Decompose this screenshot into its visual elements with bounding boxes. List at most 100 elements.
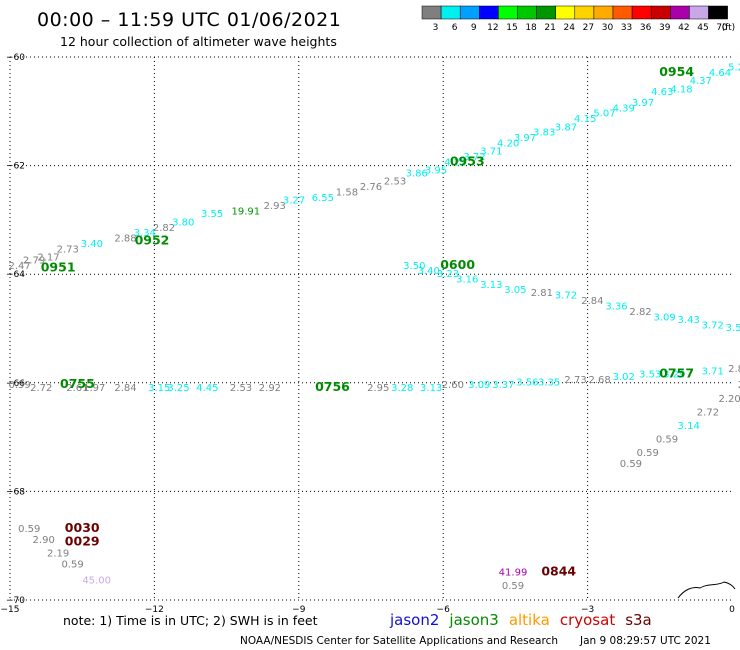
wave-height-value: 2.81	[728, 364, 740, 375]
wave-height-value: 2.81	[531, 288, 553, 299]
wave-height-value: 2.84	[114, 383, 136, 394]
wave-height-value: 4.39	[613, 103, 635, 114]
pass-time-label: 0951	[41, 259, 76, 274]
legend-swatch	[708, 5, 728, 20]
axis-ticks: −15 −12 −9 −6 −3 0 −60 −62 −64 −66 −68 −70	[1, 53, 736, 615]
wave-height-value: 3.87	[555, 122, 577, 133]
legend-label: 24	[564, 23, 576, 33]
wave-height-value: 3.16	[456, 274, 478, 285]
legend-swatch	[479, 5, 499, 20]
wave-height-value: 3.15	[148, 383, 170, 394]
wave-height-value: 2.60	[442, 380, 464, 391]
pass-time-label: 0029	[65, 534, 100, 549]
legend-unit: (ft)	[722, 23, 736, 33]
legend-swatch	[536, 5, 556, 20]
pass-time-labels: 0951095209530954060006010755075607570030…	[41, 64, 695, 579]
wave-height-value: 3.55	[726, 323, 740, 334]
wave-height-value: 4.18	[670, 84, 692, 95]
wave-height-value: 3.72	[463, 152, 485, 163]
legend-swatch	[421, 5, 442, 20]
pass-time-label: 0600	[440, 257, 475, 272]
wave-height-value: 3.27	[283, 196, 305, 207]
pass-time-label: 0756	[315, 379, 350, 394]
satellite-legend: jason2 jason3 altika cryosat s3a	[389, 611, 652, 629]
wave-height-value: 3.72	[702, 321, 724, 332]
legend-label: 33	[621, 23, 632, 33]
wave-height-value: 3.97	[514, 133, 536, 144]
legend-swatch	[670, 5, 690, 20]
wave-height-value: 3.25	[167, 383, 189, 394]
wave-height-value: 3.23	[437, 269, 459, 280]
legend-swatch	[689, 5, 709, 20]
wave-height-value: 3.50	[403, 261, 425, 272]
x-tick-label: 0	[729, 605, 735, 615]
legend-swatch	[593, 5, 614, 20]
legend-swatch	[459, 5, 480, 20]
wave-height-value: 2.72	[697, 407, 719, 418]
pass-time-label: 0030	[65, 520, 100, 535]
y-tick-label: −68	[6, 487, 25, 497]
wave-height-value: 2.48	[738, 380, 740, 391]
wave-height-value: 3.09	[468, 380, 490, 391]
satellite-cryosat: cryosat	[560, 611, 615, 629]
wave-height-value: 2.61	[66, 383, 88, 394]
wave-height-value: 1.58	[336, 187, 358, 198]
wave-height-value: 3.86	[406, 168, 428, 179]
legend-label: 12	[487, 23, 498, 33]
legend-label: 27	[583, 23, 594, 33]
wave-height-value: 4.63	[651, 87, 673, 98]
legend-swatch	[631, 5, 652, 20]
pass-time-label: 0844	[541, 564, 576, 579]
wave-height-value: 3.13	[420, 383, 442, 394]
wave-height-value: 2.76	[360, 182, 382, 193]
wave-height-value: 2.84	[581, 296, 603, 307]
color-scale-legend: 3 6 9 12 15 18 21 24 27 30 33 36 39 42 45 70(ft)	[421, 5, 736, 33]
legend-swatch	[612, 5, 633, 20]
wave-height-value: 4.37	[690, 76, 712, 87]
wave-height-value: 3.34	[134, 228, 156, 239]
legend-label: 9	[471, 23, 477, 33]
satellite-s3a: s3a	[625, 611, 652, 629]
legend-swatch	[574, 5, 595, 20]
grid-lines	[9, 56, 732, 601]
wave-height-value: 2.47	[8, 261, 30, 272]
wave-height-value: 5.23	[728, 63, 740, 74]
wave-height-value: 3.13	[480, 280, 502, 291]
legend-swatch	[498, 5, 518, 20]
y-tick-label: −60	[6, 53, 25, 63]
wave-height-value: 3.28	[391, 383, 413, 394]
pass-time-label: 0953	[450, 154, 485, 169]
wave-height-value: 4.64	[709, 68, 731, 79]
y-tick-label: −70	[6, 596, 25, 606]
wave-height-value: 3.09	[653, 312, 675, 323]
wave-height-value: 2.68	[589, 375, 611, 386]
wave-height-value: 0.59	[502, 581, 524, 592]
footer-timestamp: Jan 9 08:29:57 UTC 2021	[579, 635, 711, 647]
wave-height-value: 3.71	[480, 147, 502, 158]
legend-label: 15	[506, 23, 517, 33]
wave-height-value: 2.73	[57, 244, 79, 255]
wave-height-value: 6.55	[312, 193, 334, 204]
footer-credit: NOAA/NESDIS Center for Satellite Applica…	[240, 635, 558, 647]
legend-swatch	[517, 5, 537, 20]
wave-height-value: 3.95	[425, 166, 447, 177]
wave-height-value: 4.20	[497, 139, 519, 150]
x-tick-label: −15	[1, 605, 20, 615]
wave-height-value: 3.80	[172, 217, 194, 228]
wave-height-points: 2.472.792.172.73 3.40 2.883.342.823.803.55…	[8, 63, 740, 593]
wave-height-value: 2.95	[367, 383, 389, 394]
wave-height-value: 3.55	[201, 209, 223, 220]
wave-height-value: 3.29	[663, 369, 685, 380]
wave-height-value: 2.82	[153, 223, 175, 234]
legend-label: 6	[452, 23, 458, 33]
wave-height-value: 0.59	[620, 459, 642, 470]
wave-height-value: 3.40	[418, 266, 440, 277]
legend-label: 3	[433, 23, 439, 33]
wave-height-value: 2.88	[114, 234, 136, 245]
wave-height-value: 0.59	[656, 435, 678, 446]
wave-height-value: 3.35	[538, 378, 560, 389]
wave-height-value: 2.90	[33, 535, 55, 546]
wave-height-value: 2.19	[47, 549, 69, 560]
satellite-altika: altika	[509, 611, 550, 629]
wave-height-value: 2.73	[564, 375, 586, 386]
